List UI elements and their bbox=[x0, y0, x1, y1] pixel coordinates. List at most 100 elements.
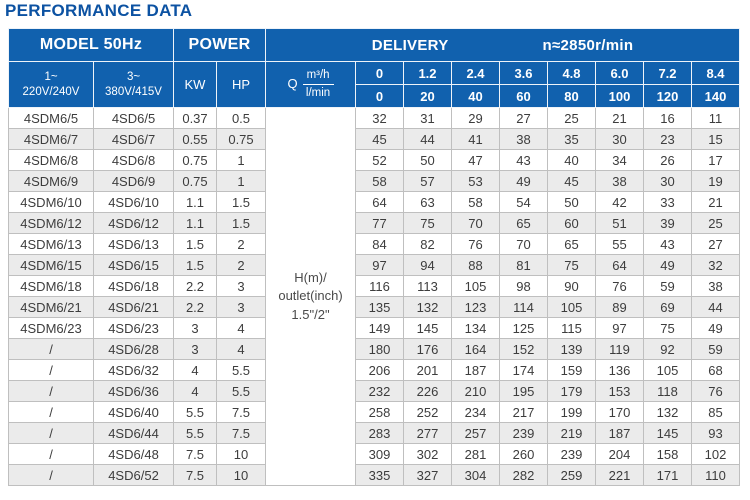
head-value-cell: 153 bbox=[595, 380, 644, 402]
head-value-cell: 16 bbox=[643, 107, 692, 129]
q-unit-lmin: l/min bbox=[305, 87, 331, 99]
head-value-cell: 123 bbox=[451, 296, 500, 318]
hp-cell: 0.75 bbox=[216, 128, 266, 150]
kw-cell: 3 bbox=[173, 317, 217, 339]
q-label: Q bbox=[287, 76, 298, 92]
model-3ph-cell: 4SD6/8 bbox=[93, 149, 174, 171]
table-row: 4SDM6/13 4SD6/13 1.5 2 84 82 76 70 65 55 43 27 bbox=[8, 233, 740, 255]
head-value-cell: 27 bbox=[499, 107, 548, 129]
head-value-cell: 76 bbox=[595, 275, 644, 297]
kw-cell: 7.5 bbox=[173, 443, 217, 465]
head-value-cell: 88 bbox=[451, 254, 500, 276]
head-value-cell: 49 bbox=[643, 254, 692, 276]
model-3ph-cell: 4SD6/18 bbox=[93, 275, 174, 297]
head-value-cell: 132 bbox=[403, 296, 452, 318]
head-value-cell: 92 bbox=[643, 338, 692, 360]
head-value-cell: 32 bbox=[355, 107, 404, 129]
head-value-cell: 25 bbox=[547, 107, 596, 129]
head-value-cell: 38 bbox=[595, 170, 644, 192]
head-value-cell: 139 bbox=[547, 338, 596, 360]
model-1ph-cell: 4SDM6/18 bbox=[8, 275, 94, 297]
head-value-cell: 15 bbox=[691, 128, 740, 150]
head-value-cell: 30 bbox=[595, 128, 644, 150]
head-value-cell: 152 bbox=[499, 338, 548, 360]
table-row: 4SDM6/9 4SD6/9 0.75 1 58 57 53 49 45 38 30 19 bbox=[8, 170, 740, 192]
hp-cell: 1 bbox=[216, 170, 266, 192]
hp-cell: 5.5 bbox=[216, 380, 266, 402]
table-row: 4SDM6/8 4SD6/8 0.75 1 52 50 47 43 40 34 26 17 bbox=[8, 149, 740, 171]
head-value-cell: 219 bbox=[547, 422, 596, 444]
head-value-cell: 76 bbox=[451, 233, 500, 255]
head-value-cell: 59 bbox=[643, 275, 692, 297]
hp-cell: 5.5 bbox=[216, 359, 266, 381]
head-value-cell: 53 bbox=[451, 170, 500, 192]
head-value-cell: 25 bbox=[691, 212, 740, 234]
head-value-cell: 58 bbox=[355, 170, 404, 192]
head-value-cell: 64 bbox=[355, 191, 404, 213]
head-value-cell: 239 bbox=[499, 422, 548, 444]
head-value-cell: 239 bbox=[547, 443, 596, 465]
head-value-cell: 195 bbox=[499, 380, 548, 402]
head-value-cell: 119 bbox=[595, 338, 644, 360]
hp-cell: 3 bbox=[216, 275, 266, 297]
model-1ph-cell: / bbox=[8, 401, 94, 423]
hcell-line: outlet(inch) bbox=[278, 288, 343, 304]
head-value-cell: 57 bbox=[403, 170, 452, 192]
model-3ph-cell: 4SD6/13 bbox=[93, 233, 174, 255]
flow-m3h-value: 0 bbox=[355, 61, 404, 85]
header-hp: HP bbox=[216, 61, 266, 108]
header-group-row: MODEL 50Hz POWER DELIVERY n≈2850r/min bbox=[8, 28, 740, 62]
table-row: 4SDM6/18 4SD6/18 2.2 3 116 113 105 98 90 76 59 38 bbox=[8, 275, 740, 297]
kw-cell: 0.75 bbox=[173, 170, 217, 192]
head-value-cell: 174 bbox=[499, 359, 548, 381]
head-value-cell: 77 bbox=[355, 212, 404, 234]
flow-m3h-value: 4.8 bbox=[547, 61, 596, 85]
head-value-cell: 158 bbox=[643, 443, 692, 465]
model-1ph-cell: / bbox=[8, 422, 94, 444]
flow-m3h-value: 3.6 bbox=[499, 61, 548, 85]
model-1ph-cell: 4SDM6/13 bbox=[8, 233, 94, 255]
head-value-cell: 23 bbox=[643, 128, 692, 150]
head-value-cell: 283 bbox=[355, 422, 404, 444]
model-1ph-cell: 4SDM6/8 bbox=[8, 149, 94, 171]
model-1ph-cell: / bbox=[8, 443, 94, 465]
hp-cell: 2 bbox=[216, 233, 266, 255]
model-1ph-cell: 4SDM6/7 bbox=[8, 128, 94, 150]
table-row: /4SD6/36 4 5.5 232 226 210 195 179 153 118 76 bbox=[8, 380, 740, 402]
head-value-cell: 232 bbox=[355, 380, 404, 402]
head-value-cell: 145 bbox=[643, 422, 692, 444]
kw-cell: 4 bbox=[173, 359, 217, 381]
kw-cell: 3 bbox=[173, 338, 217, 360]
flow-lmin-value: 60 bbox=[499, 84, 548, 108]
table-body: 4SDM6/5 4SD6/5 0.37 0.5 H(m)/ outlet(inch) 1.5… bbox=[8, 107, 740, 486]
head-value-cell: 17 bbox=[691, 149, 740, 171]
head-value-cell: 45 bbox=[547, 170, 596, 192]
model-1ph-cell: 4SDM6/21 bbox=[8, 296, 94, 318]
head-value-cell: 41 bbox=[451, 128, 500, 150]
head-value-cell: 309 bbox=[355, 443, 404, 465]
head-value-cell: 102 bbox=[691, 443, 740, 465]
table-row: 4SDM6/12 4SD6/12 1.1 1.5 77 75 70 65 60 51 39 25 bbox=[8, 212, 740, 234]
header-flow-q: Q m³/h l/min bbox=[265, 61, 356, 108]
head-value-cell: 42 bbox=[595, 191, 644, 213]
head-value-cell: 179 bbox=[547, 380, 596, 402]
kw-cell: 1.5 bbox=[173, 233, 217, 255]
head-value-cell: 65 bbox=[499, 212, 548, 234]
head-value-cell: 164 bbox=[451, 338, 500, 360]
page-title: PERFORMANCE DATA bbox=[5, 1, 193, 20]
head-value-cell: 50 bbox=[547, 191, 596, 213]
kw-cell: 1.1 bbox=[173, 191, 217, 213]
table-row: /4SD6/40 5.5 7.5 258 252 234 217 199 170 132 85 bbox=[8, 401, 740, 423]
head-value-cell: 180 bbox=[355, 338, 404, 360]
head-value-cell: 68 bbox=[691, 359, 740, 381]
table-row: 4SDM6/21 4SD6/21 2.2 3 135 132 123 114 105 89 69 44 bbox=[8, 296, 740, 318]
head-value-cell: 58 bbox=[451, 191, 500, 213]
head-value-cell: 94 bbox=[403, 254, 452, 276]
header-sub-row-m3h: 1~ 220V/240V 3~ 380V/415V KW HP Q m³/h l… bbox=[8, 61, 740, 108]
head-value-cell: 76 bbox=[691, 380, 740, 402]
model-1ph-cell: 4SDM6/10 bbox=[8, 191, 94, 213]
header-delivery-group: DELIVERY n≈2850r/min bbox=[265, 28, 740, 62]
head-value-cell: 39 bbox=[643, 212, 692, 234]
head-value-cell: 149 bbox=[355, 317, 404, 339]
head-value-cell: 52 bbox=[355, 149, 404, 171]
